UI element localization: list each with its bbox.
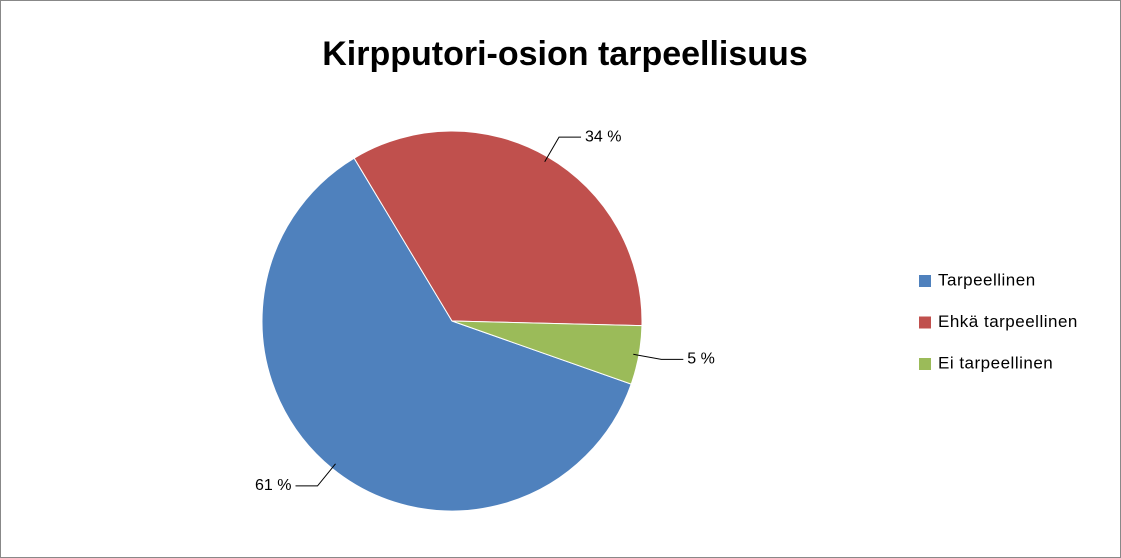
leader-line xyxy=(633,353,684,360)
data-label: 34 % xyxy=(585,128,621,145)
legend-label: Ei tarpeellinen xyxy=(938,353,1053,372)
legend-swatch xyxy=(919,316,931,329)
data-label: 61 % xyxy=(255,477,291,494)
data-label: 5 % xyxy=(687,351,715,368)
legend-label: Ehkä tarpeellinen xyxy=(938,312,1078,331)
legend-swatch xyxy=(919,358,931,370)
legend-label: Tarpeellinen xyxy=(938,270,1036,289)
leader-line xyxy=(544,136,582,162)
chart-title: Kirpputori-osion tarpeellisuus xyxy=(322,35,807,73)
leader-line xyxy=(295,463,336,487)
legend-swatch xyxy=(919,275,931,287)
